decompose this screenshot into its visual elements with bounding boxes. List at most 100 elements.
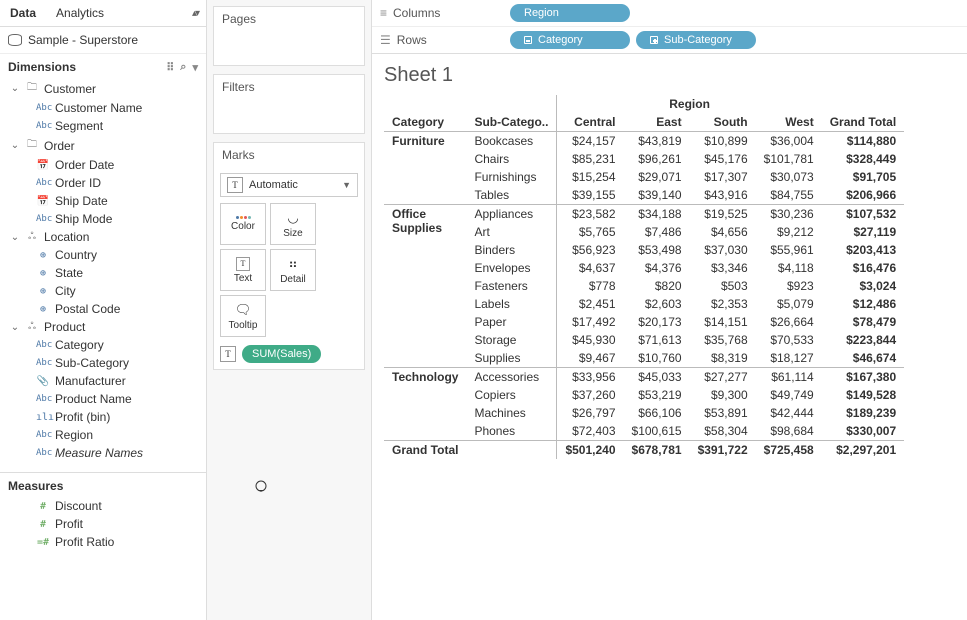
value-cell[interactable]: $66,106	[624, 404, 690, 422]
value-cell[interactable]: $503	[690, 277, 756, 295]
value-cell[interactable]: $45,033	[624, 368, 690, 387]
row-total-cell[interactable]: $167,380	[822, 368, 904, 387]
sum-sales-pill-row[interactable]: T SUM(Sales)	[220, 345, 358, 363]
tooltip-button[interactable]: 🗨Tooltip	[220, 295, 266, 337]
field-state[interactable]: ⊕State	[6, 264, 200, 282]
value-cell[interactable]: $4,376	[624, 259, 690, 277]
search-icon[interactable]: ⌕	[180, 61, 186, 74]
field-manufacturer[interactable]: 📎Manufacturer	[6, 372, 200, 390]
value-cell[interactable]: $56,923	[557, 241, 624, 259]
th-central[interactable]: Central	[557, 113, 624, 132]
folder-location[interactable]: ⌄ஃLocation	[6, 228, 200, 246]
value-cell[interactable]: $820	[624, 277, 690, 295]
row-total-cell[interactable]: $189,239	[822, 404, 904, 422]
value-cell[interactable]: $42,444	[756, 404, 822, 422]
folder-product[interactable]: ⌄ஃProduct	[6, 318, 200, 336]
field-customer-name[interactable]: AbcCustomer Name	[6, 99, 200, 117]
value-cell[interactable]: $15,254	[557, 168, 624, 186]
value-cell[interactable]: $3,346	[690, 259, 756, 277]
subcategory-cell[interactable]: Binders	[466, 241, 557, 259]
rows-shelf[interactable]: ☰Rows Category Sub-Category	[372, 27, 967, 53]
field-ship-mode[interactable]: AbcShip Mode	[6, 210, 200, 228]
value-cell[interactable]: $37,260	[557, 386, 624, 404]
field-city[interactable]: ⊕City	[6, 282, 200, 300]
subcategory-pill[interactable]: Sub-Category	[636, 31, 756, 49]
value-cell[interactable]: $84,755	[756, 186, 822, 205]
subcategory-cell[interactable]: Copiers	[466, 386, 557, 404]
field-sub-category[interactable]: AbcSub-Category	[6, 354, 200, 372]
row-total-cell[interactable]: $330,007	[822, 422, 904, 441]
field-postal-code[interactable]: ⊕Postal Code	[6, 300, 200, 318]
field-region[interactable]: AbcRegion	[6, 426, 200, 444]
filters-card[interactable]: Filters	[213, 74, 365, 134]
sum-sales-pill[interactable]: SUM(Sales)	[242, 345, 321, 363]
value-cell[interactable]: $17,492	[557, 313, 624, 331]
value-cell[interactable]: $37,030	[690, 241, 756, 259]
value-cell[interactable]: $34,188	[624, 205, 690, 224]
row-total-cell[interactable]: $328,449	[822, 150, 904, 168]
value-cell[interactable]: $100,615	[624, 422, 690, 441]
value-cell[interactable]: $5,765	[557, 223, 624, 241]
value-cell[interactable]: $9,300	[690, 386, 756, 404]
value-cell[interactable]: $26,797	[557, 404, 624, 422]
row-total-cell[interactable]: $91,705	[822, 168, 904, 186]
value-cell[interactable]: $923	[756, 277, 822, 295]
detail-button[interactable]: ⠶Detail	[270, 249, 316, 291]
value-cell[interactable]: $9,212	[756, 223, 822, 241]
value-cell[interactable]: $36,004	[756, 132, 822, 151]
th-west[interactable]: West	[756, 113, 822, 132]
row-total-cell[interactable]: $12,486	[822, 295, 904, 313]
value-cell[interactable]: $26,664	[756, 313, 822, 331]
row-total-cell[interactable]: $206,966	[822, 186, 904, 205]
value-cell[interactable]: $53,219	[624, 386, 690, 404]
analytics-tab[interactable]: Analytics ▴▾	[46, 0, 206, 26]
row-total-cell[interactable]: $149,528	[822, 386, 904, 404]
value-cell[interactable]: $9,467	[557, 349, 624, 368]
th-subcategory[interactable]: Sub-Catego..	[466, 113, 557, 132]
sheet-title[interactable]: Sheet 1	[384, 64, 955, 87]
value-cell[interactable]: $20,173	[624, 313, 690, 331]
value-cell[interactable]: $10,760	[624, 349, 690, 368]
field-profit-bin[interactable]: ılı.Profit (bin)	[6, 408, 200, 426]
value-cell[interactable]: $70,533	[756, 331, 822, 349]
grand-total-cell[interactable]: $391,722	[690, 441, 756, 460]
category-cell[interactable]: Furniture	[384, 132, 466, 205]
subcategory-cell[interactable]: Storage	[466, 331, 557, 349]
data-tab[interactable]: Data	[0, 0, 46, 26]
subcategory-cell[interactable]: Fasteners	[466, 277, 557, 295]
value-cell[interactable]: $101,781	[756, 150, 822, 168]
grand-total-cell[interactable]: $501,240	[557, 441, 624, 460]
value-cell[interactable]: $72,403	[557, 422, 624, 441]
folder-order[interactable]: ⌄🗀Order	[6, 135, 200, 156]
value-cell[interactable]: $98,684	[756, 422, 822, 441]
th-grand-total[interactable]: Grand Total	[822, 113, 904, 132]
subcategory-cell[interactable]: Phones	[466, 422, 557, 441]
value-cell[interactable]: $30,073	[756, 168, 822, 186]
field-discount[interactable]: #Discount	[6, 497, 200, 515]
row-total-cell[interactable]: $78,479	[822, 313, 904, 331]
value-cell[interactable]: $33,956	[557, 368, 624, 387]
field-order-date[interactable]: 📅Order Date	[6, 156, 200, 174]
value-cell[interactable]: $24,157	[557, 132, 624, 151]
row-total-cell[interactable]: $16,476	[822, 259, 904, 277]
value-cell[interactable]: $7,486	[624, 223, 690, 241]
subcategory-cell[interactable]: Paper	[466, 313, 557, 331]
value-cell[interactable]: $58,304	[690, 422, 756, 441]
datasource-row[interactable]: Sample - Superstore	[0, 27, 206, 54]
field-ship-date[interactable]: 📅Ship Date	[6, 192, 200, 210]
category-cell[interactable]: Technology	[384, 368, 466, 441]
value-cell[interactable]: $35,768	[690, 331, 756, 349]
subcategory-cell[interactable]: Supplies	[466, 349, 557, 368]
mark-type-dropdown[interactable]: TAutomatic ▼	[220, 173, 358, 197]
row-total-cell[interactable]: $27,119	[822, 223, 904, 241]
field-order-id[interactable]: AbcOrder ID	[6, 174, 200, 192]
pages-card[interactable]: Pages	[213, 6, 365, 66]
row-total-cell[interactable]: $203,413	[822, 241, 904, 259]
value-cell[interactable]: $18,127	[756, 349, 822, 368]
field-measure-names[interactable]: AbcMeasure Names	[6, 444, 200, 462]
value-cell[interactable]: $45,176	[690, 150, 756, 168]
value-cell[interactable]: $30,236	[756, 205, 822, 224]
value-cell[interactable]: $55,961	[756, 241, 822, 259]
value-cell[interactable]: $4,637	[557, 259, 624, 277]
value-cell[interactable]: $96,261	[624, 150, 690, 168]
